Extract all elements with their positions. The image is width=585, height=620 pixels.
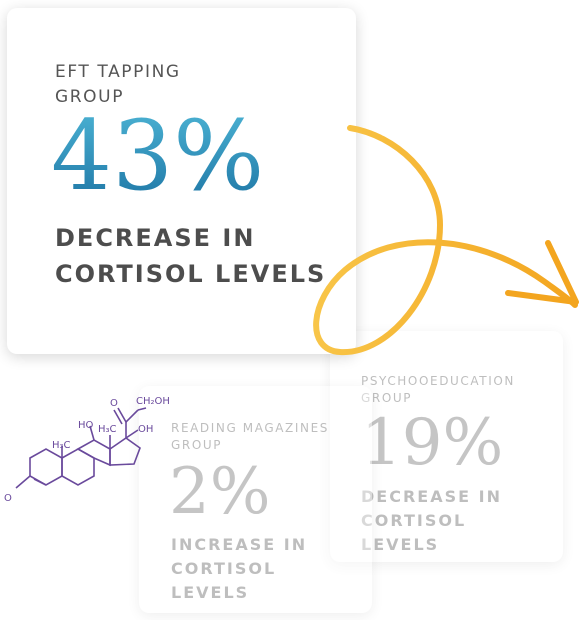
psychoeducation-group-label: PSYCHOOEDUCATION GROUP: [361, 374, 515, 406]
psychoeducation-percentage: 19%: [361, 406, 504, 480]
psychoeducation-description: DECREASE IN CORTISOL LEVELS: [361, 487, 502, 554]
hydroxyl-left-label: HO: [78, 420, 94, 431]
methyl-top-label: H₃C: [98, 424, 117, 435]
eft-group-label: EFT TAPPING GROUP: [55, 62, 181, 107]
ketone-oxygen-label: O: [4, 493, 12, 504]
cortisol-molecule-icon: O H₃C HO H₃C O CH₂OH OH: [4, 396, 170, 504]
ch2oh-label: CH₂OH: [136, 396, 170, 407]
eft-description: DECREASE IN CORTISOL LEVELS: [55, 224, 327, 288]
magazines-description: INCREASE IN CORTISOL LEVELS: [171, 535, 308, 602]
magazines-percentage: 2%: [169, 455, 271, 529]
carbonyl-oxygen-label: O: [110, 398, 118, 409]
psychoeducation-card: PSYCHOOEDUCATION GROUP 19% DECREASE IN C…: [330, 331, 563, 562]
magazines-group-label: READING MAGAZINES GROUP: [171, 421, 329, 453]
methyl-left-label: H₃C: [52, 440, 71, 451]
hydroxyl-right-label: OH: [138, 424, 153, 435]
magazines-card: READING MAGAZINES GROUP 2% INCREASE IN C…: [139, 386, 372, 613]
eft-card: EFT TAPPING GROUP 43% DECREASE IN CORTIS…: [7, 8, 356, 354]
eft-percentage: 43%: [51, 100, 265, 212]
